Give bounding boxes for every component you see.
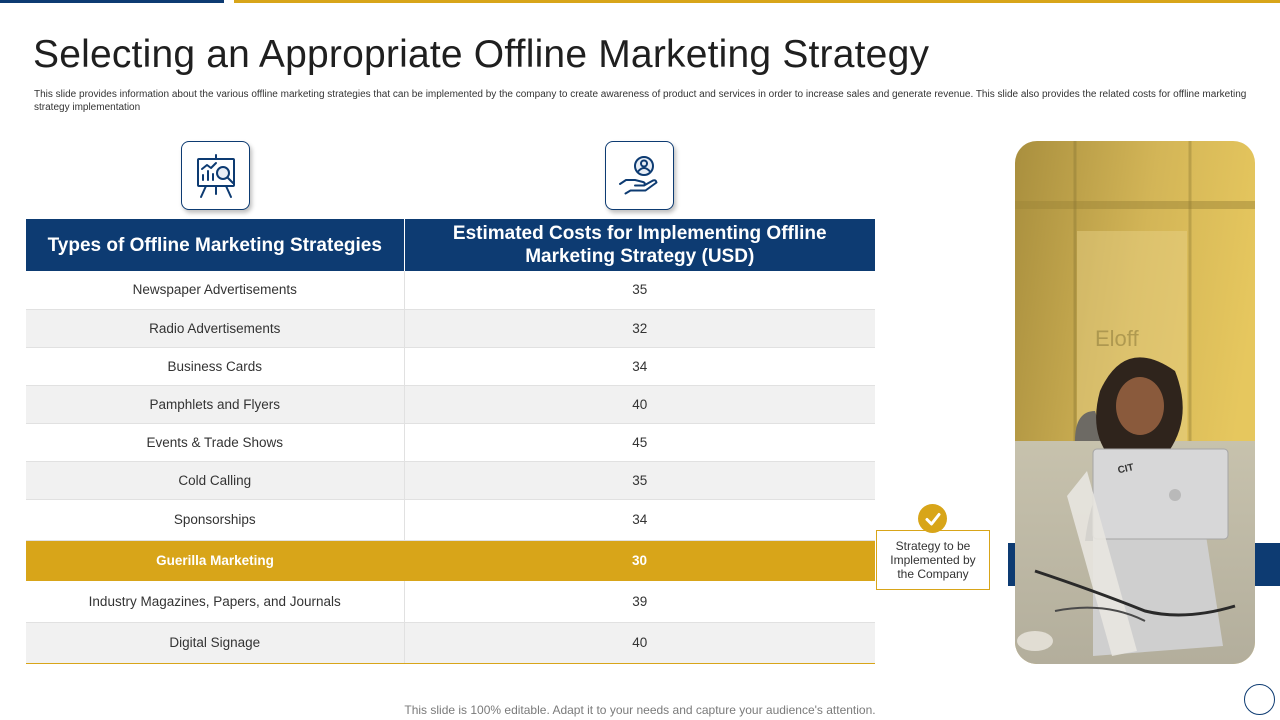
strategy-icon-box <box>181 141 250 210</box>
header-strategy-types: Types of Offline Marketing Strategies <box>26 219 404 271</box>
hand-user-icon <box>618 155 657 194</box>
strategy-cell: Cold Calling <box>26 461 404 500</box>
header-estimated-costs: Estimated Costs for Implementing Offline… <box>403 219 875 271</box>
table-row: Business Cards 34 <box>26 347 875 386</box>
table-row: Digital Signage 40 <box>26 622 875 664</box>
cost-cell: 30 <box>404 540 875 581</box>
table-row: Newspaper Advertisements 35 <box>26 271 875 310</box>
cost-cell: 32 <box>403 309 875 348</box>
corner-circle-decoration <box>1244 684 1275 715</box>
check-badge <box>918 504 947 533</box>
strategy-cell: Pamphlets and Flyers <box>26 385 404 424</box>
table-header-row: Types of Offline Marketing Strategies Es… <box>26 219 875 271</box>
checkmark-icon <box>925 512 940 525</box>
strategy-cell: Events & Trade Shows <box>26 423 404 462</box>
strategy-cell: Guerilla Marketing <box>26 540 404 581</box>
highlighted-table-row: Guerilla Marketing 30 <box>26 540 875 581</box>
presentation-analysis-icon <box>196 153 235 198</box>
office-woman-photo: Eloff CIT <box>1015 141 1255 664</box>
table-row: Cold Calling 35 <box>26 461 875 500</box>
strategy-cell: Sponsorships <box>26 499 404 541</box>
slide-footer-note: This slide is 100% editable. Adapt it to… <box>404 703 876 717</box>
table-row: Events & Trade Shows 45 <box>26 423 875 462</box>
strategy-cell: Newspaper Advertisements <box>26 271 404 310</box>
laptop-sticker: CIT <box>1117 462 1135 476</box>
offline-strategy-table: Types of Offline Marketing Strategies Es… <box>26 219 875 664</box>
slide-subtitle: This slide provides information about th… <box>34 89 1247 113</box>
svg-text:Eloff: Eloff <box>1095 326 1140 351</box>
cost-cell: 45 <box>403 423 875 462</box>
table-row: Industry Magazines, Papers, and Journals… <box>26 581 875 623</box>
implementation-callout: Strategy to be Implemented by the Compan… <box>876 530 990 590</box>
strategy-cell: Radio Advertisements <box>26 309 404 348</box>
top-accent-bar-navy <box>0 0 224 3</box>
cost-cell: 39 <box>403 581 875 623</box>
table-row: Radio Advertisements 32 <box>26 309 875 348</box>
cost-cell: 34 <box>403 499 875 541</box>
cost-icon-box <box>605 141 674 210</box>
strategy-cell: Business Cards <box>26 347 404 386</box>
cost-cell: 40 <box>403 385 875 424</box>
table-row: Pamphlets and Flyers 40 <box>26 385 875 424</box>
strategy-cell: Industry Magazines, Papers, and Journals <box>26 581 404 623</box>
slide-title: Selecting an Appropriate Offline Marketi… <box>33 33 930 76</box>
cost-cell: 35 <box>403 271 875 310</box>
table-row: Sponsorships 34 <box>26 499 875 541</box>
top-accent-bar-gold <box>234 0 1280 3</box>
office-scene-illustration: Eloff CIT <box>1015 141 1255 664</box>
cost-cell: 40 <box>403 622 875 664</box>
cost-cell: 34 <box>403 347 875 386</box>
strategy-cell: Digital Signage <box>26 622 404 664</box>
cost-cell: 35 <box>403 461 875 500</box>
